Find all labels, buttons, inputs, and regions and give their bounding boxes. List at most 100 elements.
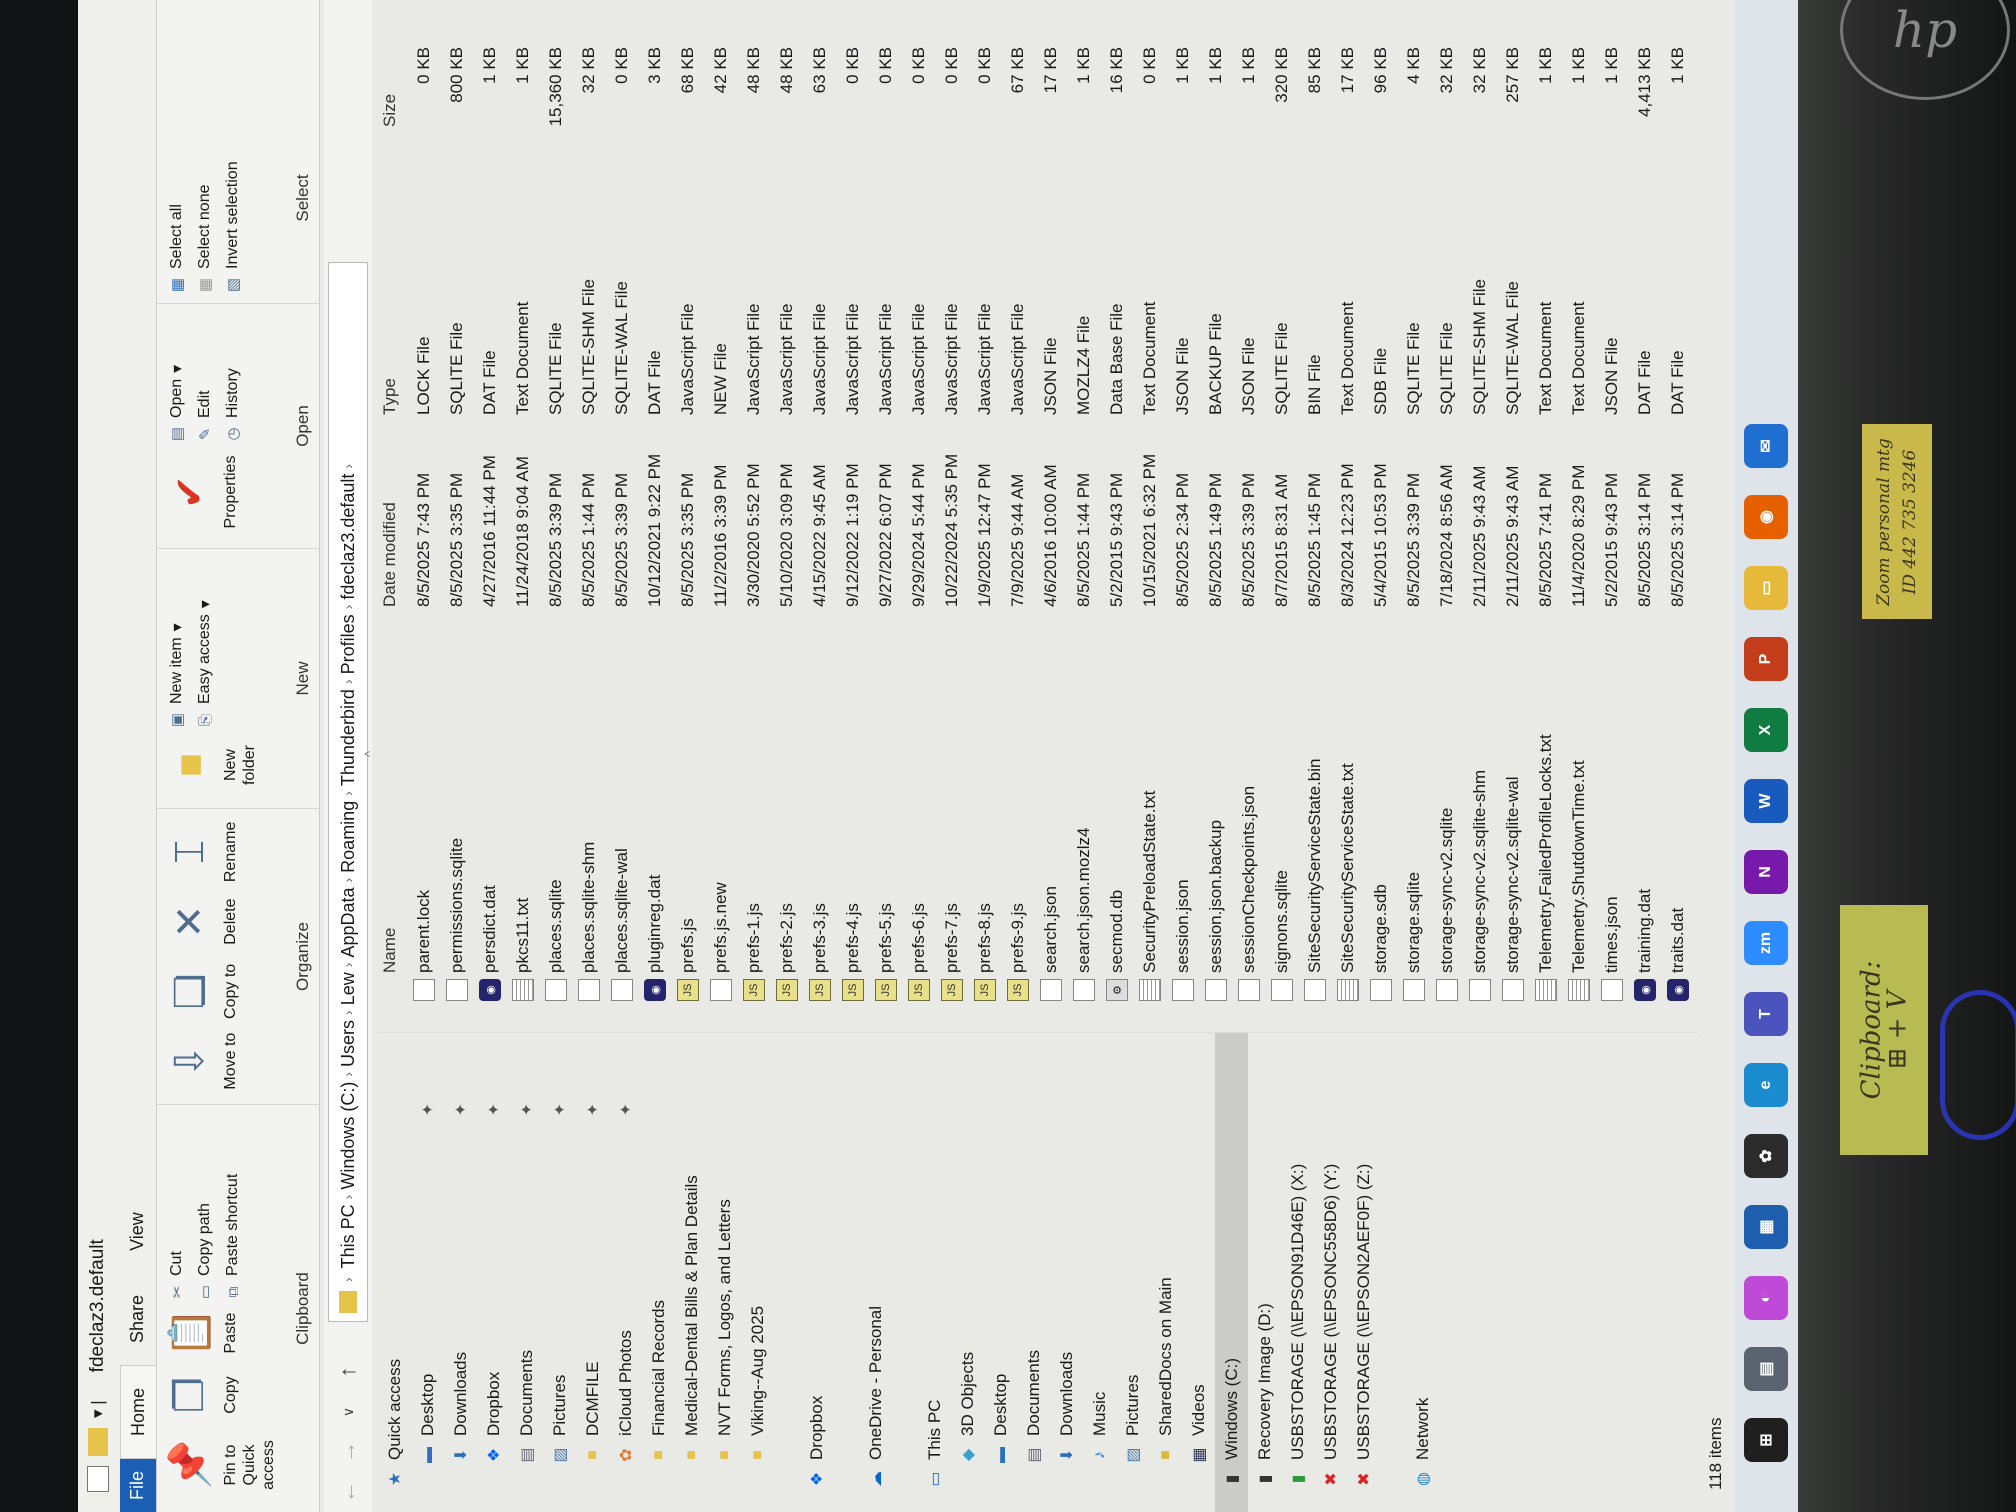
photos-icon[interactable]: ✿ xyxy=(1744,1134,1788,1178)
sidebar-item[interactable]: ✿ iCloud Photos ✦ xyxy=(609,1033,642,1512)
tab-share[interactable]: Share xyxy=(127,1294,147,1343)
new-folder-quick-icon[interactable] xyxy=(88,1428,108,1456)
file-row[interactable]: SiteSecurityServiceState.bin 8/5/2025 1:4… xyxy=(1299,7,1332,1027)
file-explorer-icon[interactable]: ▭ xyxy=(1744,566,1788,610)
paste-shortcut-button[interactable]: ⧉ Paste shortcut xyxy=(223,1174,243,1302)
sidebar-item[interactable]: ▤ Documents ✦ xyxy=(510,1033,543,1512)
cut-button[interactable]: ✂ Cut xyxy=(167,1174,187,1302)
sidebar-item[interactable]: ■ DCMFILE ✦ xyxy=(576,1033,609,1512)
file-row[interactable]: ◉ training.dat 8/5/2025 3:14 PM DAT File 4,4… xyxy=(1629,7,1662,1027)
breadcrumb-item[interactable]: This PC xyxy=(337,1204,358,1269)
address-bar[interactable]: › This PC › Windows (C:) › Users › Lew › AppData… xyxy=(328,262,368,1322)
sidebar-item[interactable]: ▬ Desktop xyxy=(984,1033,1017,1512)
word-icon[interactable]: W xyxy=(1744,779,1788,823)
file-row[interactable]: JS prefs-7.js 10/22/2024 5:35 PM JavaScript… xyxy=(936,7,969,1027)
sidebar-item[interactable]: ⬇ Downloads ✦ xyxy=(444,1033,477,1512)
file-row[interactable]: pkcs11.txt 11/24/2018 9:04 AM Text Documen… xyxy=(507,7,540,1027)
file-row[interactable]: places.sqlite-shm 8/5/2025 1:44 PM SQLITE-… xyxy=(573,7,606,1027)
sidebar-item[interactable]: ❖ Dropbox ✦ xyxy=(477,1033,510,1512)
file-row[interactable]: search.json.mozlz4 8/5/2025 1:44 PM MOZLZ4… xyxy=(1068,7,1101,1027)
select-none-button[interactable]: ▦ Select none xyxy=(195,161,215,295)
sidebar-item[interactable]: ◍ Network xyxy=(1406,1033,1439,1512)
sidebar-item[interactable]: ■ SharedDocs on Main xyxy=(1149,1033,1182,1512)
breadcrumb-item[interactable]: Lew xyxy=(337,972,358,1006)
breadcrumb-chevron-icon[interactable]: › xyxy=(340,877,356,883)
breadcrumb-chevron-icon[interactable]: › xyxy=(340,604,356,610)
invert-selection-button[interactable]: ▧ Invert selection xyxy=(223,161,243,295)
sidebar-item[interactable]: ▮ Recovery Image (D:) xyxy=(1248,1033,1281,1512)
sidebar-item[interactable]: ✖ USBSTORAGE (\\EPSONC558D6) (Y:) xyxy=(1314,1033,1347,1512)
properties-quick-icon[interactable] xyxy=(87,1466,109,1492)
file-row[interactable]: sessionCheckpoints.json 8/5/2025 3:39 PM J… xyxy=(1233,7,1266,1027)
thunderbird-icon[interactable]: ✉ xyxy=(1744,424,1788,468)
select-all-button[interactable]: ▦ Select all xyxy=(167,161,187,295)
file-row[interactable]: JS prefs-2.js 5/10/2020 3:09 PM JavaScript … xyxy=(771,7,804,1027)
breadcrumb-item[interactable]: AppData xyxy=(337,887,358,958)
sidebar-item[interactable]: ☁ OneDrive - Personal xyxy=(859,1033,892,1512)
file-row[interactable]: JS prefs-5.js 9/27/2022 6:07 PM JavaScript … xyxy=(870,7,903,1027)
file-row[interactable]: ◉ pluginreg.dat 10/12/2021 9:22 PM DAT File… xyxy=(639,7,672,1027)
tab-file[interactable]: File xyxy=(120,1458,156,1512)
sidebar-item[interactable]: ▮ USBSTORAGE (\\EPSON91D46E) (X:) xyxy=(1281,1033,1314,1512)
file-row[interactable]: Telemetry.ShutdownTime.txt 11/4/2020 8:29… xyxy=(1563,7,1596,1027)
sidebar-item[interactable]: ◆ 3D Objects xyxy=(951,1033,984,1512)
recent-locations-chevron-icon[interactable]: ∨ xyxy=(339,1406,356,1418)
file-row[interactable]: session.json.backup 8/5/2025 1:49 PM BACKU… xyxy=(1200,7,1233,1027)
breadcrumb-item[interactable]: Windows (C:) xyxy=(337,1081,358,1190)
edit-button[interactable]: ✎ Edit xyxy=(195,365,215,444)
breadcrumb-chevron-icon[interactable]: › xyxy=(340,463,356,469)
breadcrumb-item[interactable]: Roaming xyxy=(337,800,358,873)
breadcrumb-item[interactable]: Profiles xyxy=(337,614,358,675)
onenote-icon[interactable]: N xyxy=(1744,850,1788,894)
file-row[interactable]: storage.sdb 5/4/2015 10:53 PM SDB File 96 K… xyxy=(1365,7,1398,1027)
back-arrow-icon[interactable]: ← xyxy=(335,1481,360,1503)
sidebar-item[interactable]: ▭ This PC xyxy=(918,1033,951,1512)
file-row[interactable]: permissions.sqlite 8/5/2025 3:35 PM SQLITE… xyxy=(441,7,474,1027)
widgets-icon[interactable]: ▤ xyxy=(1744,1347,1788,1391)
column-header-date-modified[interactable]: Date modified xyxy=(380,502,399,607)
file-row[interactable]: storage-sync-v2.sqlite 7/18/2024 8:56 AM S… xyxy=(1431,7,1464,1027)
breadcrumb-chevron-icon[interactable]: › xyxy=(340,1277,356,1282)
file-row[interactable]: JS prefs-6.js 9/29/2024 5:44 PM JavaScript … xyxy=(903,7,936,1027)
file-row[interactable]: places.sqlite 8/5/2025 3:39 PM SQLITE File… xyxy=(540,7,573,1027)
powerpoint-icon[interactable]: P xyxy=(1744,637,1788,681)
file-row[interactable]: ⚙ secmod.db 5/2/2015 9:43 PM Data Base File… xyxy=(1101,7,1134,1027)
sidebar-item[interactable]: ■ Medical-Dental Bills & Plan Details xyxy=(675,1033,708,1512)
file-row[interactable]: ◉ persdict.dat 4/27/2016 11:44 PM DAT File 1… xyxy=(474,7,507,1027)
sidebar-item[interactable]: ■ NVT Forms, Logos, and Letters xyxy=(708,1033,741,1512)
file-row[interactable]: JS prefs.js 8/5/2025 3:35 PM JavaScript Fil… xyxy=(672,7,705,1027)
sidebar-item[interactable]: ▮ Windows (C:) xyxy=(1215,1033,1248,1512)
sidebar-item[interactable]: ▨ Pictures ✦ xyxy=(543,1033,576,1512)
file-row[interactable]: storage-sync-v2.sqlite-wal 2/11/2025 9:43… xyxy=(1497,7,1530,1027)
file-row[interactable]: search.json 4/6/2016 10:00 AM JSON File 17 … xyxy=(1035,7,1068,1027)
file-row[interactable]: times.json 5/2/2015 9:43 PM JSON File 1 KB xyxy=(1596,7,1629,1027)
breadcrumb-chevron-icon[interactable]: › xyxy=(340,962,356,968)
file-row[interactable]: storage.sqlite 8/5/2025 3:39 PM SQLITE Fil… xyxy=(1398,7,1431,1027)
file-row[interactable]: JS prefs-1.js 3/30/2020 5:52 PM JavaScript … xyxy=(738,7,771,1027)
tab-view[interactable]: View xyxy=(127,1212,147,1251)
sidebar-item[interactable]: ▦ Videos xyxy=(1182,1033,1215,1512)
breadcrumb-chevron-icon[interactable]: › xyxy=(340,1071,356,1077)
customize-quick-access-icon[interactable]: ▾ | xyxy=(88,1400,107,1418)
breadcrumb-chevron-icon[interactable]: › xyxy=(340,679,356,685)
file-row[interactable]: storage-sync-v2.sqlite-shm 2/11/2025 9:43… xyxy=(1464,7,1497,1027)
breadcrumb-chevron-icon[interactable]: › xyxy=(340,1010,356,1015)
open-button[interactable]: ▤ Open ▾ xyxy=(167,365,187,444)
file-row[interactable]: signons.sqlite 8/7/2015 8:31 AM SQLITE Fil… xyxy=(1266,7,1299,1027)
history-button[interactable]: ◷ History xyxy=(223,365,243,444)
up-arrow-icon[interactable]: ↑ xyxy=(335,1366,360,1378)
excel-icon[interactable]: X xyxy=(1744,708,1788,752)
file-row[interactable]: JS prefs-4.js 9/12/2022 1:19 PM JavaScript … xyxy=(837,7,870,1027)
edge-icon[interactable]: e xyxy=(1744,1063,1788,1107)
sidebar-item[interactable]: ■ Viking--Aug 2025 xyxy=(741,1033,774,1512)
sidebar-item[interactable]: ⬇ Downloads xyxy=(1050,1033,1083,1512)
breadcrumb-chevron-icon[interactable]: › xyxy=(340,1194,356,1200)
tab-home[interactable]: Home xyxy=(120,1364,156,1459)
column-header-type[interactable]: Type xyxy=(380,378,399,415)
copilot-icon[interactable]: ◐ xyxy=(1744,1276,1788,1320)
file-row[interactable]: SiteSecurityServiceState.txt 8/3/2024 12:… xyxy=(1332,7,1365,1027)
sidebar-item[interactable]: ▬ Desktop ✦ xyxy=(411,1033,444,1512)
breadcrumb-item[interactable]: fdeclaz3.default xyxy=(337,473,358,600)
firefox-icon[interactable]: ◉ xyxy=(1744,495,1788,539)
file-row[interactable]: ◉ traits.dat 8/5/2025 3:14 PM DAT File 1 KB xyxy=(1662,7,1695,1027)
